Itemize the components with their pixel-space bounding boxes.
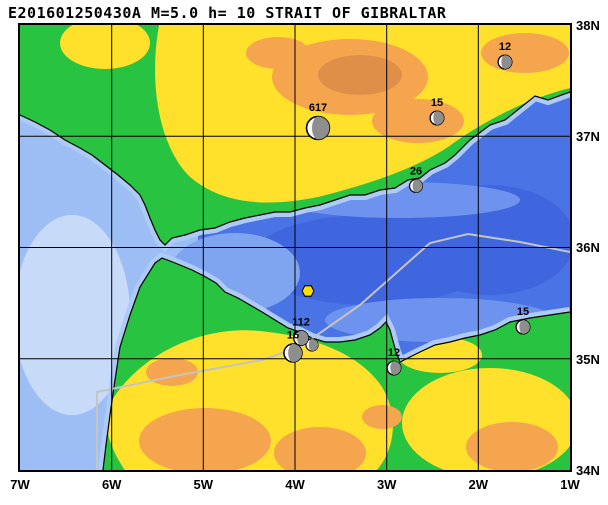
terrain-map (20, 25, 570, 470)
lon-label-5w: 5W (193, 477, 214, 492)
mechanism-label: 15 (430, 97, 444, 109)
lat-label-36n: 36N (576, 240, 600, 255)
mechanism-label: 15 (516, 306, 530, 318)
lon-label-4w: 4W (285, 477, 305, 492)
mechanism-label: 26 (409, 165, 423, 178)
beachball-icon (429, 110, 445, 126)
focal-mechanism-marker-main: 617 (305, 102, 331, 141)
focal-mechanism-marker: 15 (429, 97, 445, 126)
lat-label-37n: 37N (576, 129, 600, 144)
lat-label-34n: 34N (576, 463, 600, 478)
mechanism-label: 12 (498, 41, 512, 53)
lon-label-3w: 3W (376, 477, 397, 492)
beachball-icon (497, 54, 513, 70)
lon-label-6w: 6W (101, 477, 122, 492)
map-title: E201601250430A M=5.0 h= 10 STRAIT OF GIB… (8, 4, 447, 22)
beachball-icon (293, 330, 309, 346)
focal-mechanism-marker: 16 (283, 330, 304, 364)
focal-mechanism-marker: 12 (497, 41, 513, 70)
epicenter-hexagon-icon (301, 285, 315, 297)
mechanism-label: 12 (387, 347, 401, 359)
mechanism-label: 617 (308, 102, 328, 114)
lon-label-7w: 7W (10, 477, 30, 492)
lon-label-2w: 2W (468, 477, 489, 492)
spain-elevation (60, 25, 570, 203)
beachball-icon (305, 115, 331, 141)
plate-boundary-line (96, 232, 570, 470)
morocco-elevation (106, 330, 570, 470)
lon-label-1w: 1W (560, 477, 580, 492)
beachball-icon (515, 319, 531, 335)
mechanism-label: 112 (292, 316, 310, 329)
map-frame: 12 15 617 26 (18, 23, 572, 472)
beachball-icon (386, 360, 402, 376)
focal-mechanism-marker: 12 (386, 347, 402, 376)
lat-label-35n: 35N (576, 352, 600, 367)
mechanism-label: 16 (286, 329, 300, 342)
epicenter-marker (301, 285, 315, 297)
beachball-icon (283, 343, 303, 363)
focal-mechanism-marker: 112 (292, 317, 310, 347)
beachball-icon (408, 178, 424, 194)
spain-coastline (20, 91, 570, 246)
focal-mechanism-marker: 26 (408, 166, 424, 194)
atlantic-shallow (20, 215, 130, 415)
focal-mechanism-marker: 15 (515, 306, 531, 335)
grid-lines (20, 25, 570, 470)
lat-label-38n: 38N (576, 18, 600, 33)
focal-mechanism-marker (305, 338, 319, 352)
beachball-icon (305, 338, 319, 352)
